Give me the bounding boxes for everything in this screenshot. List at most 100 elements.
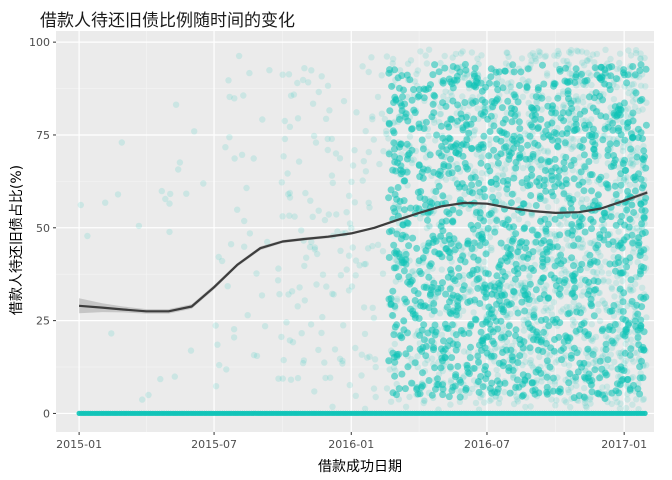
scatter-point [391,373,398,380]
scatter-point [515,98,522,105]
scatter-point [478,154,484,160]
scatter-point [508,199,515,206]
scatter-point [611,293,617,299]
scatter-point [587,216,594,223]
scatter-point [544,374,551,381]
scatter-point [489,291,496,298]
scatter-point [633,89,640,96]
scatter-point [535,232,542,239]
scatter-point [573,121,580,128]
scatter-point [581,385,587,391]
scatter-point [478,329,485,336]
scatter-point [594,51,600,57]
scatter-point [426,377,433,384]
scatter-point [504,98,511,105]
scatter-point [608,284,614,290]
scatter-point [527,344,534,351]
scatter-point [554,53,560,59]
scatter-point [395,74,402,81]
scatter-point [466,370,473,377]
scatter-point [239,152,245,158]
scatter-point [613,191,620,198]
scatter-point [402,385,409,392]
scatter-point [388,83,395,90]
y-tick-label: 50 [36,222,50,235]
scatter-point [501,68,508,75]
scatter-point [542,167,549,174]
scatter-point [234,207,240,213]
scatter-point [313,281,319,287]
scatter-point [488,179,495,186]
scatter-point [350,162,356,168]
scatter-point [282,136,288,142]
scatter-point [350,244,356,250]
scatter-point [514,359,521,366]
scatter-point [635,126,642,133]
scatter-point [540,251,547,258]
scatter-point [548,173,555,180]
scatter-point [420,175,427,182]
scatter-point [358,372,364,378]
scatter-point [566,49,572,55]
scatter-point [223,366,229,372]
scatter-point [482,270,489,277]
scatter-point [436,68,443,75]
scatter-point [443,325,450,332]
scatter-point [495,160,502,167]
scatter-point [139,396,145,402]
scatter-point [439,266,445,272]
scatter-point [420,145,427,152]
scatter-point [408,126,415,133]
scatter-point [493,217,500,224]
scatter-point [628,276,635,283]
scatter-point [490,147,497,154]
scatter-point [599,96,606,103]
scatter-point [497,138,504,145]
scatter-point [593,108,600,115]
scatter-point [346,193,352,199]
scatter-point [633,302,640,309]
scatter-point [577,266,584,273]
scatter-point [371,385,377,391]
scatter-point [621,367,628,374]
scatter-point [412,109,419,116]
scatter-point [582,375,589,382]
scatter-point [611,359,617,365]
scatter-point [552,216,559,223]
scatter-point [388,399,394,405]
scatter-point [511,401,517,407]
scatter-point [478,231,485,238]
scatter-point [472,316,479,323]
scatter-point [570,242,577,249]
scatter-point [421,125,428,132]
scatter-point [540,237,547,244]
scatter-point [566,389,572,395]
scatter-point [413,245,420,252]
scatter-point [513,261,520,268]
scatter-point [228,241,234,247]
scatter-point [329,404,335,410]
scatter-point [424,217,431,224]
scatter-point [395,184,402,191]
scatter-point [482,344,489,351]
scatter-point [563,236,569,242]
scatter-point [630,174,637,181]
scatter-point [396,385,403,392]
scatter-point [286,71,292,77]
scatter-point [627,216,634,223]
scatter-point [575,235,582,242]
scatter-point [303,255,309,261]
scatter-point [612,183,619,190]
scatter-point [225,77,231,83]
scatter-point [595,191,602,198]
scatter-point [592,64,599,71]
scatter-point [348,179,354,185]
scatter-point [477,215,484,222]
scatter-point [338,272,344,278]
scatter-point [527,181,534,188]
scatter-point [609,120,616,127]
scatter-point [545,149,551,155]
scatter-point [629,110,636,117]
scatter-point [251,155,257,161]
scatter-point [245,312,251,318]
